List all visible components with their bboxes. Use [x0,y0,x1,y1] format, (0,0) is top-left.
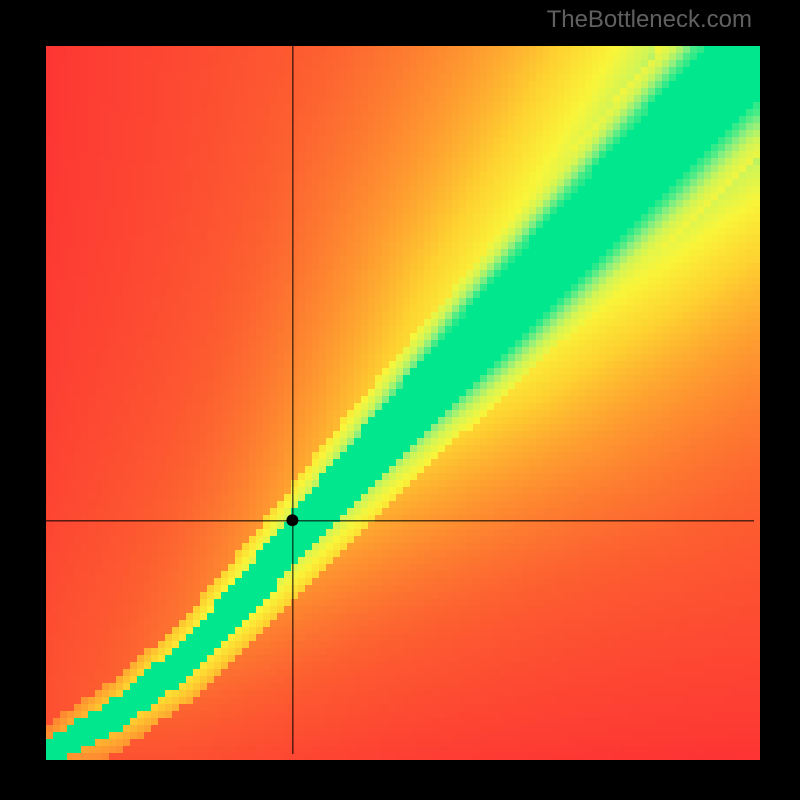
chart-container: { "watermark": { "text": "TheBottleneck.… [0,0,800,800]
watermark-text: TheBottleneck.com [547,6,752,34]
bottleneck-heatmap [0,0,800,800]
